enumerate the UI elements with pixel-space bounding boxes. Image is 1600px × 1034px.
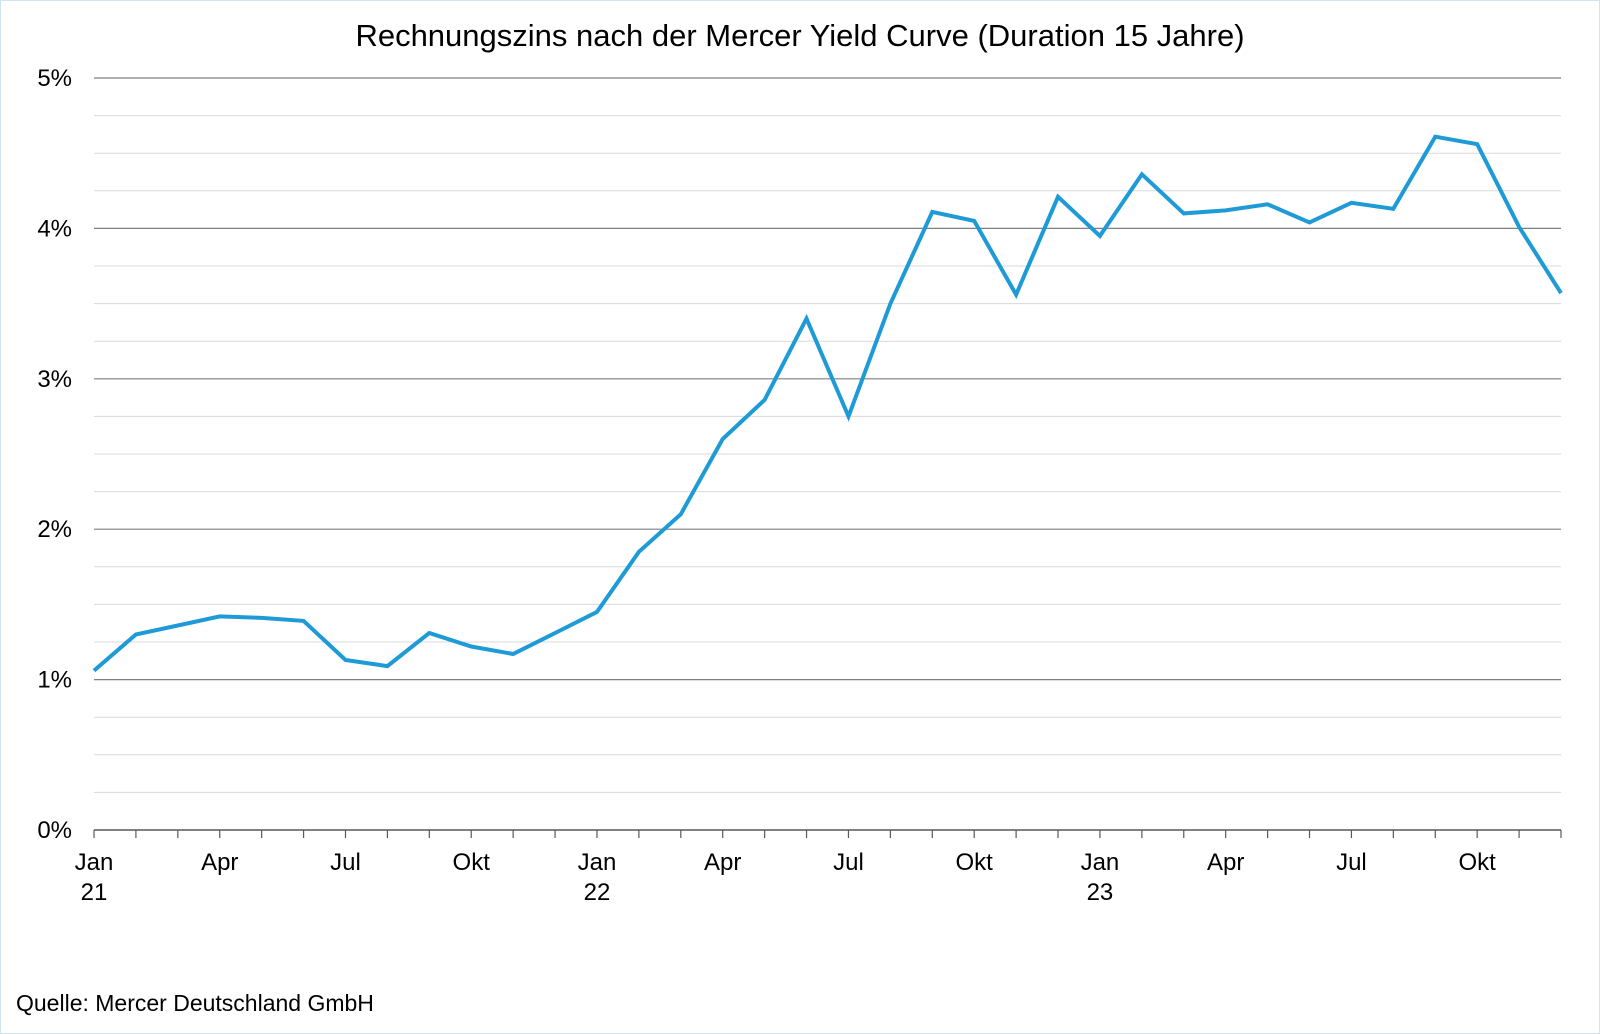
source-note: Quelle: Mercer Deutschland GmbH <box>16 990 374 1016</box>
x-tick-year-label: 22 <box>584 879 611 906</box>
x-tick-label: Jan <box>578 849 617 876</box>
x-tick-year-label: 21 <box>81 879 108 906</box>
x-tick-label: Jul <box>330 849 361 876</box>
y-tick-label: 0% <box>37 817 72 844</box>
y-tick-label: 1% <box>37 667 72 694</box>
x-tick-label: Apr <box>201 849 238 876</box>
x-tick-year-label: 23 <box>1087 879 1114 906</box>
y-tick-label: 3% <box>37 366 72 393</box>
x-tick-label: Jul <box>833 849 864 876</box>
x-tick-label: Okt <box>453 849 491 876</box>
x-tick-label: Apr <box>704 849 741 876</box>
y-tick-label: 2% <box>37 516 72 543</box>
x-tick-label: Okt <box>1458 849 1496 876</box>
x-tick-label: Jul <box>1336 849 1367 876</box>
x-tick-label: Apr <box>1207 849 1244 876</box>
x-tick-label: Okt <box>956 849 994 876</box>
y-tick-label: 5% <box>37 65 72 92</box>
x-tick-label: Jan <box>1081 849 1120 876</box>
series-line <box>92 134 1563 673</box>
chart-title: Rechnungszins nach der Mercer Yield Curv… <box>355 18 1245 53</box>
y-tick-label: 4% <box>37 215 72 242</box>
x-tick-label: Jan <box>75 849 114 876</box>
